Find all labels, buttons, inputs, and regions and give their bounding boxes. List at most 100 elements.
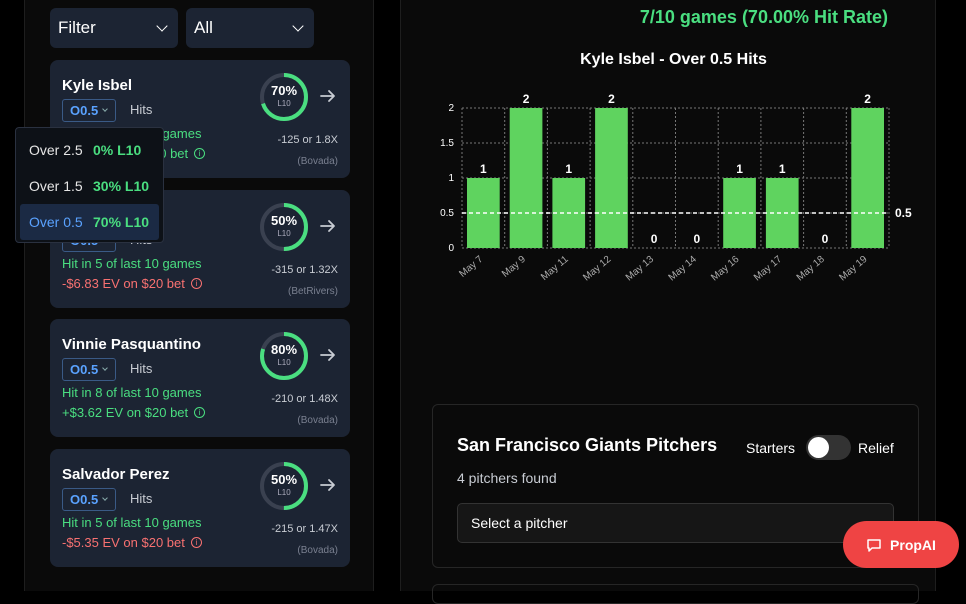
option-line: Over 2.5 xyxy=(29,142,83,158)
ring-graphic xyxy=(260,203,308,251)
x-tick-label: May 7 xyxy=(457,254,485,280)
pitchers-panel: San Francisco Giants Pitchers Starters R… xyxy=(432,404,919,568)
bar-value-label: 2 xyxy=(523,92,530,106)
bar-value-label: 2 xyxy=(608,92,615,106)
starters-relief-toggle[interactable] xyxy=(806,435,851,460)
chart-title: Kyle Isbel - Over 0.5 Hits xyxy=(580,51,767,68)
hit-summary: Hit in 8 of last 10 games xyxy=(62,385,202,400)
bar-value-label: 1 xyxy=(736,162,743,176)
ev-summary: -$6.83 EV on $20 bet i xyxy=(62,276,202,291)
option-pct: 30% L10 xyxy=(93,178,150,194)
ring-l10: L10 xyxy=(277,229,291,238)
filter-select[interactable]: Filter xyxy=(50,8,178,48)
ev-text: +$3.62 EV on $20 bet xyxy=(62,405,189,420)
info-icon[interactable]: i xyxy=(194,407,206,418)
odds-text: -125 or 1.8X xyxy=(277,134,338,146)
chevron-down-icon xyxy=(102,365,109,371)
ev-summary: -$5.35 EV on $20 bet i xyxy=(62,535,202,550)
x-tick-label: May 16 xyxy=(709,254,742,284)
ring-graphic xyxy=(260,73,308,121)
hit-summary: Hit in 5 of last 10 games xyxy=(62,256,202,271)
hits-bar-chart: 0 0.5 1 1.5 2 1 May 7 2 May 9 1 May 11 2 May 12 0 May … xyxy=(440,92,912,284)
line-dropdown-menu: Over 2.5 0% L10 Over 1.5 30% L10 Over 0.… xyxy=(15,127,164,243)
player-card[interactable]: Salvador Perez O0.5 Hits Hit in 5 of last 1… xyxy=(50,449,350,567)
x-tick-label: May 12 xyxy=(581,254,614,284)
arrow-right-icon[interactable] xyxy=(318,345,338,365)
bar-value-label: 1 xyxy=(565,162,572,176)
propai-button[interactable]: PropAI xyxy=(843,521,959,568)
ring-l10: L10 xyxy=(277,99,291,108)
bar-value-label: 2 xyxy=(864,92,871,106)
bar xyxy=(595,108,628,248)
option-line: Over 0.5 xyxy=(29,214,83,230)
ev-text: -$5.35 EV on $20 bet xyxy=(62,535,185,550)
chevron-down-icon xyxy=(102,106,109,112)
propai-label: PropAI xyxy=(890,536,936,553)
sportsbook-name: (BetRivers) xyxy=(287,286,338,297)
pitchers-found-count: 4 pitchers found xyxy=(457,470,557,486)
sportsbook-name: (Bovada) xyxy=(297,156,338,167)
dropdown-option-over-2-5[interactable]: Over 2.5 0% L10 xyxy=(20,132,159,168)
x-tick-label: May 13 xyxy=(624,254,657,284)
dropdown-option-over-0-5[interactable]: Over 0.5 70% L10 xyxy=(20,204,159,240)
ring-l10: L10 xyxy=(277,358,291,367)
ring-graphic xyxy=(260,332,308,380)
toggle-knob xyxy=(808,437,829,458)
ring-percent: 50% xyxy=(270,213,298,228)
ev-summary: +$3.62 EV on $20 bet i xyxy=(62,405,206,420)
dropdown-option-over-1-5[interactable]: Over 1.5 30% L10 xyxy=(20,168,159,204)
bar-value-label: 1 xyxy=(480,162,487,176)
x-tick-label: May 9 xyxy=(500,254,528,280)
sportsbook-name: (Bovada) xyxy=(297,545,338,556)
y-tick-label: 0 xyxy=(448,243,454,254)
pitchers-title: San Francisco Giants Pitchers xyxy=(457,435,718,455)
chat-icon xyxy=(867,538,881,552)
ring-percent: 80% xyxy=(270,342,298,357)
bar xyxy=(509,108,543,248)
hit-rate-ring: 50% L10 xyxy=(258,201,310,253)
ring-l10: L10 xyxy=(277,488,291,497)
pitcher-select[interactable]: Select a pitcher xyxy=(457,503,894,543)
x-tick-label: May 17 xyxy=(752,254,785,284)
line-value: O0.5 xyxy=(70,492,99,507)
y-tick-label: 1 xyxy=(448,173,454,184)
line-select[interactable]: O0.5 xyxy=(62,488,116,511)
info-icon[interactable]: i xyxy=(190,278,202,289)
hit-rate-summary: 7/10 games (70.00% Hit Rate) xyxy=(639,7,888,27)
market-label: Hits xyxy=(130,491,153,506)
option-pct: 0% L10 xyxy=(93,142,142,158)
market-label: Hits xyxy=(130,361,153,376)
info-icon[interactable]: i xyxy=(194,148,206,159)
line-value: O0.5 xyxy=(70,103,99,118)
player-name: Salvador Perez xyxy=(62,466,170,483)
player-card[interactable]: Vinnie Pasquantino O0.5 Hits Hit in 8 of la… xyxy=(50,319,350,437)
all-select-label: All xyxy=(194,18,213,37)
hit-summary: Hit in 5 of last 10 games xyxy=(62,515,202,530)
ring-percent: 50% xyxy=(270,472,298,487)
line-select[interactable]: O0.5 xyxy=(62,99,116,122)
info-icon[interactable]: i xyxy=(190,537,202,548)
bar-value-label: 1 xyxy=(779,162,786,176)
x-tick-label: May 19 xyxy=(837,254,870,284)
x-tick-label: May 14 xyxy=(667,254,700,284)
bar xyxy=(851,108,884,248)
arrow-right-icon[interactable] xyxy=(318,475,338,495)
market-label: Hits xyxy=(130,102,153,117)
odds-text: -315 or 1.32X xyxy=(271,264,338,276)
option-line: Over 1.5 xyxy=(29,178,83,194)
filter-select-label: Filter xyxy=(58,18,96,37)
hit-rate-ring: 70% L10 xyxy=(258,71,310,123)
x-tick-label: May 11 xyxy=(539,254,571,283)
player-name: Vinnie Pasquantino xyxy=(62,336,201,353)
arrow-right-icon[interactable] xyxy=(318,86,338,106)
bar-value-label: 0 xyxy=(694,232,701,246)
chevron-down-icon xyxy=(102,495,109,501)
chevron-down-icon xyxy=(156,20,168,32)
arrow-right-icon[interactable] xyxy=(318,216,338,236)
all-select[interactable]: All xyxy=(186,8,314,48)
hit-rate-ring: 50% L10 xyxy=(258,460,310,512)
line-select[interactable]: O0.5 xyxy=(62,358,116,381)
starters-label: Starters xyxy=(746,440,796,456)
hit-rate-ring: 80% L10 xyxy=(258,330,310,382)
ring-percent: 70% xyxy=(270,83,298,98)
